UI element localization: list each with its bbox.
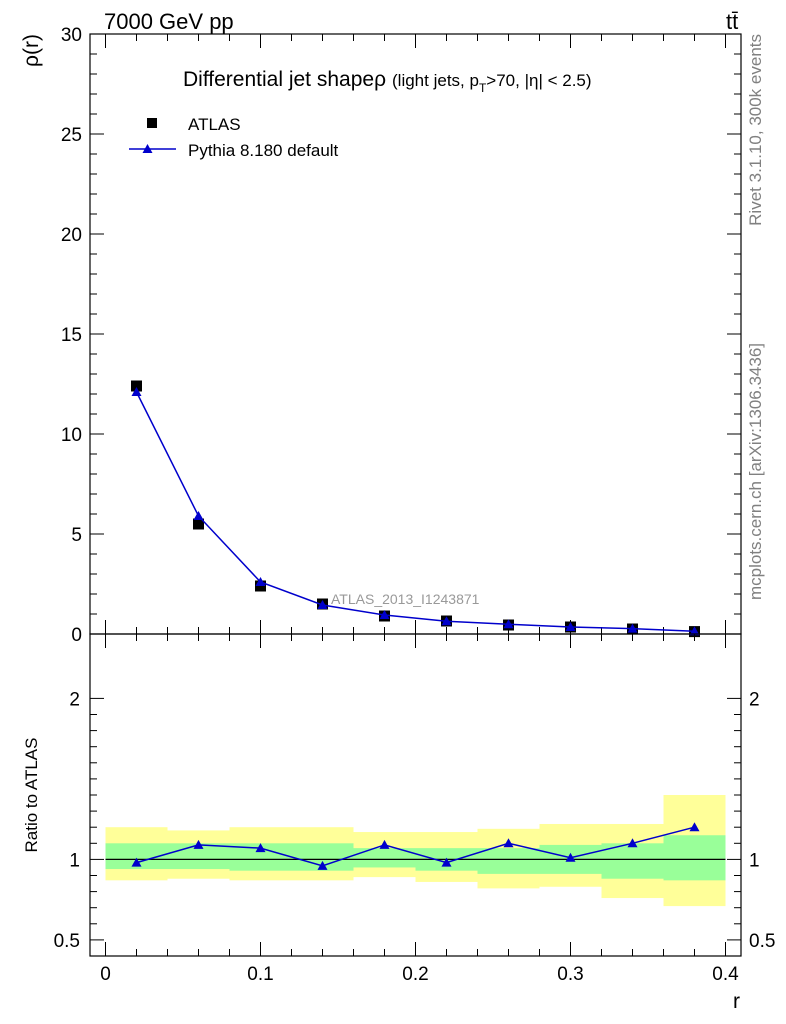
ratio-pythia-point: [379, 839, 390, 849]
pythia-point: [379, 610, 390, 619]
ratio-pythia-point: [255, 843, 266, 853]
legend-label-atlas: ATLAS: [188, 115, 241, 134]
ratio-pythia-point: [503, 838, 514, 848]
main-y-tick-label: 15: [61, 325, 82, 346]
pythia-point: [193, 511, 204, 520]
main-y-tick-label: 0: [71, 625, 82, 646]
header-energy-label: 7000 GeV pp: [104, 9, 234, 34]
ratio-y-tick-label-right: 1: [749, 850, 760, 871]
plot-title-symbol: ρ: [374, 68, 386, 91]
x-tick-label: 0: [100, 964, 111, 985]
pythia-point: [255, 577, 266, 586]
plot-title-detail-prefix: (light jets, p: [392, 71, 479, 90]
ratio-pythia-line: [136, 826, 695, 867]
pythia-point: [689, 626, 700, 636]
ratio-pythia-point: [441, 857, 452, 867]
pythia-point: [627, 623, 638, 633]
ratio-pythia-point: [131, 857, 142, 867]
ratio-y-tick-label-left: 2: [69, 689, 80, 710]
legend-label-pythia: Pythia 8.180 default: [188, 141, 339, 160]
ratio-panel: 0 0.1 0.2 0.3 0.4 0.5 0.5 1 1 2 2: [54, 633, 775, 985]
ratio-y-tick-label-right: 2: [749, 689, 760, 710]
main-y-tick-label: 25: [61, 125, 82, 146]
legend: ATLAS Pythia 8.180 default: [129, 115, 339, 160]
main-y-tick-label: 5: [71, 525, 82, 546]
ratio-pythia-point: [317, 860, 328, 870]
x-tick-label: 0.2: [402, 964, 428, 985]
ratio-band-stat: [663, 835, 726, 881]
main-y-tick-label: 20: [61, 225, 82, 246]
ratio-band-stat: [601, 843, 664, 879]
pythia-point: [317, 600, 328, 609]
legend-marker-pythia: [142, 144, 153, 153]
side-label-mcplots: mcplots.cern.ch [arXiv:1306.3436]: [746, 343, 765, 600]
pythia-point: [565, 622, 576, 631]
ratio-pythia-point: [689, 822, 700, 832]
xlabel: r: [733, 990, 740, 1013]
ratio-band-stat: [477, 848, 540, 874]
ratio-y-tick-label-right: 0.5: [749, 931, 775, 952]
ratio-y-tick-label-left: 1: [69, 850, 80, 871]
x-tick-label: 0.4: [712, 964, 739, 985]
side-label-rivet: Rivet 3.1.10, 300k events: [746, 34, 765, 226]
main-ylabel: ρ(r): [20, 34, 43, 67]
x-tick-label: 0.1: [247, 964, 273, 985]
main-y-tick-label: 30: [61, 25, 82, 46]
pythia-point: [441, 616, 452, 626]
plot-title-detail-suffix: >70, |η| < 2.5): [486, 71, 591, 90]
header-process-label: tt̄: [726, 9, 738, 34]
pythia-line: [135, 391, 695, 632]
ratio-pythia-point: [565, 852, 576, 862]
plot-title: Differential jet shapeρ (light jets, pT>7…: [183, 68, 592, 95]
x-tick-label: 0.3: [557, 964, 583, 985]
ratio-y-tick-label-left: 0.5: [54, 931, 80, 952]
plot-title-detail-sub: T: [479, 81, 487, 95]
pythia-point: [131, 387, 142, 396]
ratio-pythia-point: [627, 838, 638, 848]
ratio-ylabel: Ratio to ATLAS: [22, 738, 41, 853]
ratio-band-stat: [353, 848, 416, 868]
analysis-watermark: ATLAS_2013_I1243871: [331, 591, 480, 607]
main-panel: 0 5 10 15 20 25 30: [61, 25, 742, 646]
atlas-point: [193, 518, 204, 530]
ratio-frame: [89, 633, 742, 957]
plot-title-main: Differential jet shape: [183, 68, 374, 91]
pythia-point: [503, 619, 514, 629]
ratio-pythia-point: [193, 839, 204, 849]
legend-marker-atlas: [147, 118, 157, 128]
atlas-point: [131, 380, 142, 392]
main-y-tick-label: 10: [61, 425, 82, 446]
